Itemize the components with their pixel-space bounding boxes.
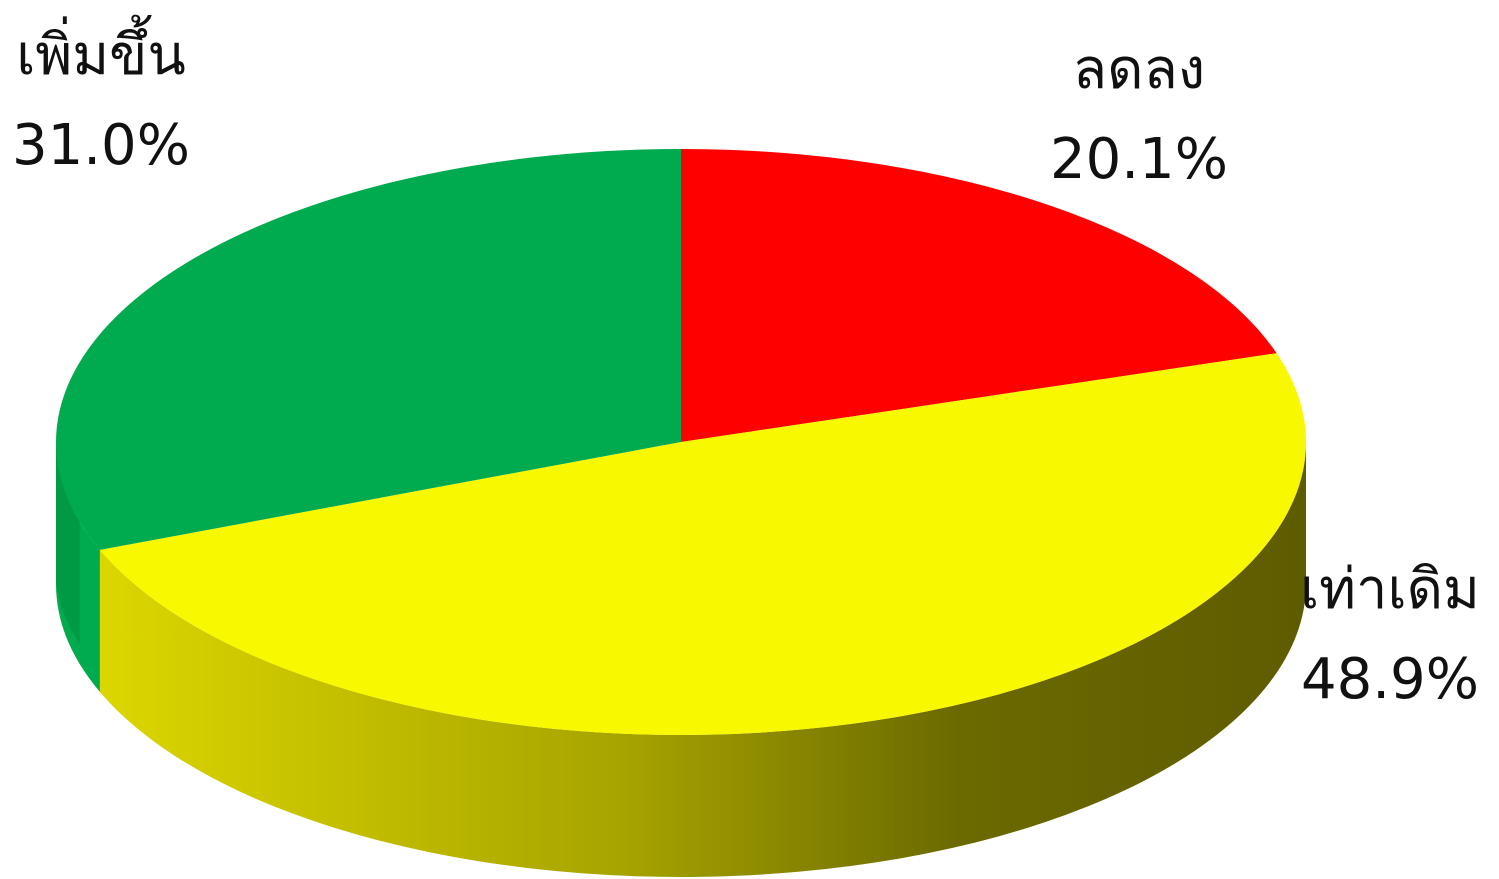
slice-label-decrease: ลดลง 20.1% bbox=[1050, 42, 1228, 188]
slice-label-increase: เพิ่มขึ้น 31.0% bbox=[12, 28, 190, 174]
pie-top-faces bbox=[56, 149, 1306, 735]
slice-label-decrease-value: 20.1% bbox=[1050, 127, 1228, 192]
slice-label-increase-value: 31.0% bbox=[12, 113, 190, 178]
pie-side-walls bbox=[56, 442, 1306, 877]
slice-label-same-name: เท่าเดิม bbox=[1300, 557, 1480, 622]
slice-label-same: เท่าเดิม 48.9% bbox=[1300, 562, 1480, 708]
slice-label-increase-name: เพิ่มขึ้น bbox=[16, 23, 186, 88]
slice-label-decrease-name: ลดลง bbox=[1072, 37, 1206, 102]
slice-label-same-value: 48.9% bbox=[1301, 647, 1479, 712]
slice-2-top bbox=[56, 149, 681, 550]
slice-1-top bbox=[99, 353, 1306, 735]
slice-1-side-wall bbox=[99, 442, 1306, 877]
slice-0-top bbox=[681, 149, 1277, 442]
